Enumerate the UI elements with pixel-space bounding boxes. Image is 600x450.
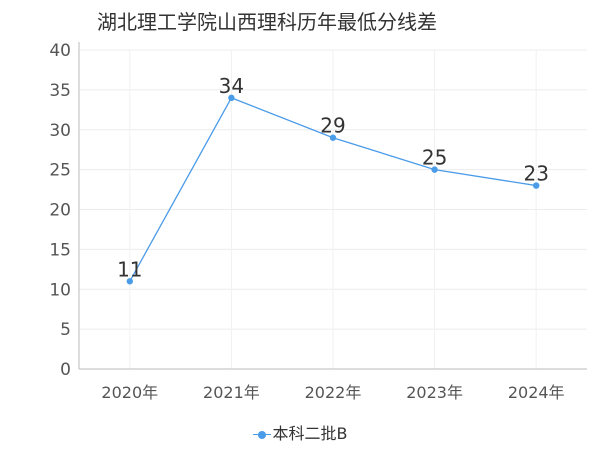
data-label: 29 <box>320 114 345 138</box>
x-tick-label: 2024年 <box>508 383 565 402</box>
y-tick-labels: 0 5 10 15 20 25 30 35 40 <box>49 41 71 380</box>
y-tick-label: 35 <box>49 81 71 101</box>
y-tick-label: 15 <box>49 240 71 260</box>
chart-title: 湖北理工学院山西理科历年最低分线差 <box>97 10 437 34</box>
data-point[interactable] <box>228 94 235 102</box>
x-tick-label: 2020年 <box>101 383 158 402</box>
data-label: 23 <box>523 162 548 186</box>
data-point[interactable] <box>533 182 540 189</box>
y-tick-label: 30 <box>49 121 71 141</box>
y-tick-label: 10 <box>49 280 71 300</box>
x-tick-label: 2022年 <box>305 383 362 402</box>
legend-marker-icon <box>252 430 271 440</box>
x-tick-label: 2021年 <box>203 383 260 402</box>
grid-lines <box>79 49 587 370</box>
x-tick-labels: 2020年 2021年 2022年 2023年 2024年 <box>101 383 564 402</box>
axes <box>78 42 587 370</box>
y-tick-label: 25 <box>49 161 71 181</box>
y-tick-label: 40 <box>49 41 71 61</box>
data-point[interactable] <box>431 166 438 173</box>
x-tick-label: 2023年 <box>406 383 463 402</box>
series-layer <box>126 94 540 285</box>
data-point[interactable] <box>329 134 337 141</box>
data-labels: 11 34 29 25 23 <box>117 74 549 281</box>
y-tick-label: 20 <box>49 201 71 221</box>
y-tick-label: 0 <box>60 360 71 380</box>
y-tick-label: 5 <box>60 320 71 340</box>
data-label: 11 <box>117 257 142 281</box>
data-point[interactable] <box>126 278 133 285</box>
data-label: 34 <box>219 74 244 98</box>
legend[interactable]: 本科二批B <box>0 420 600 444</box>
data-label: 25 <box>422 146 447 170</box>
legend-label: 本科二批B <box>272 424 348 443</box>
